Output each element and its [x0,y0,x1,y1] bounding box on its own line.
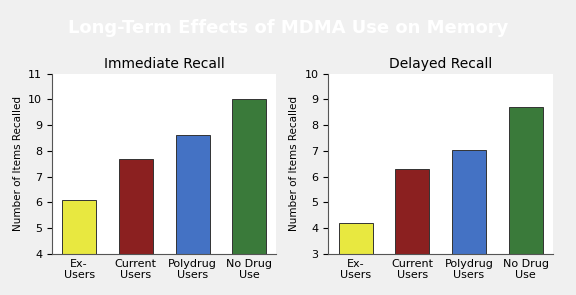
Bar [395,169,429,295]
Bar [452,150,486,295]
Title: Immediate Recall: Immediate Recall [104,57,225,71]
Bar [339,223,373,295]
Y-axis label: Number of Items Recalled: Number of Items Recalled [289,96,299,231]
Title: Delayed Recall: Delayed Recall [389,57,492,71]
Bar [176,135,210,295]
Bar [62,200,96,295]
Bar [232,99,266,295]
Y-axis label: Number of Items Recalled: Number of Items Recalled [13,96,22,231]
Text: Long-Term Effects of MDMA Use on Memory: Long-Term Effects of MDMA Use on Memory [68,19,508,37]
Bar [509,107,543,295]
Bar [119,159,153,295]
